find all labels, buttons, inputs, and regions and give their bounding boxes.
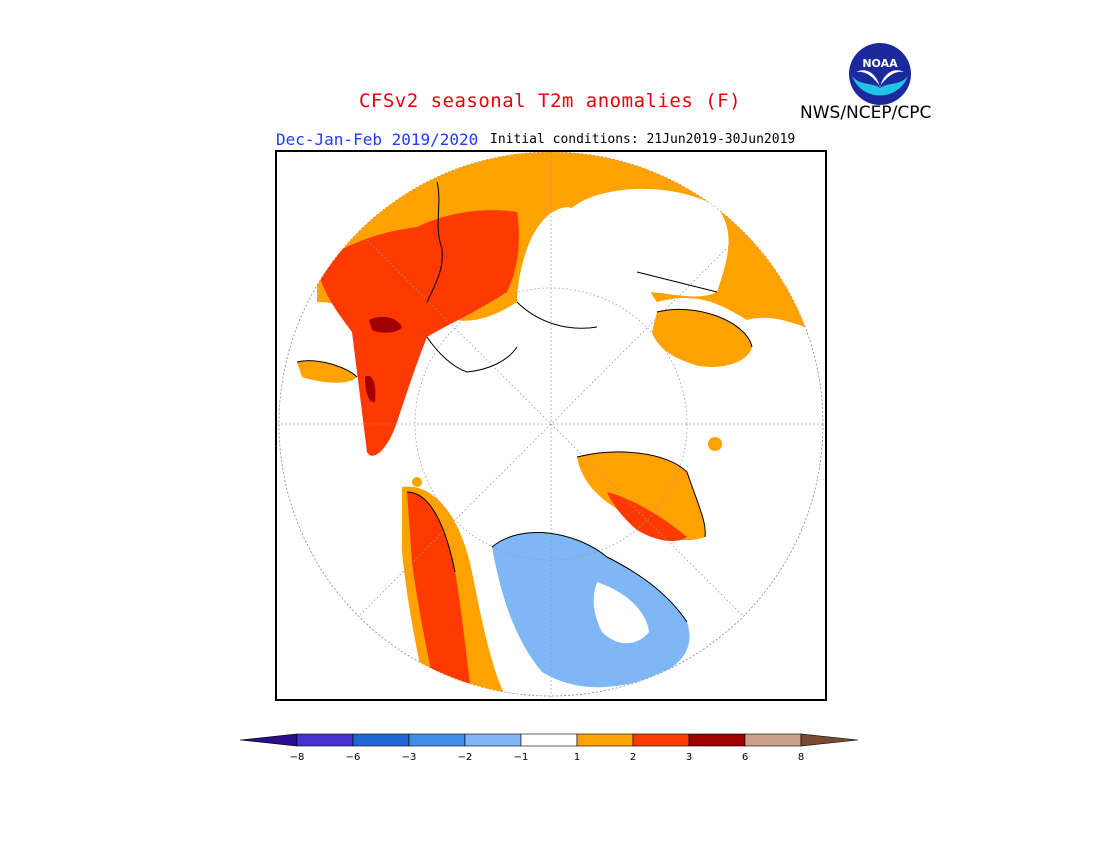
- colorbar-bin: [576, 733, 634, 747]
- anomaly-region-neutral-siberia: [562, 188, 729, 297]
- anomaly-region-darkred-europe: [369, 316, 402, 333]
- colorbar-bin: [352, 733, 410, 747]
- colorbar-bin: [464, 733, 522, 747]
- map-frame: [275, 150, 827, 701]
- anomaly-region-neutral-hudson: [593, 582, 649, 644]
- colorbar-bin: [520, 733, 578, 747]
- colorbar-tick-label: 2: [630, 752, 636, 763]
- colorbar: −8 −6 −3 −2 −1 1 2 3 6 8: [239, 733, 859, 763]
- colorbar-tick-label: −2: [458, 752, 473, 763]
- map-title: CFSv2 seasonal T2m anomalies (F): [358, 90, 742, 112]
- season-label: Dec-Jan-Feb 2019/2020: [276, 130, 479, 149]
- colorbar-tick-label: 8: [798, 752, 804, 763]
- colorbar-bin: [744, 733, 802, 747]
- colorbar-bin: [408, 733, 466, 747]
- anomaly-region-darkred-scandinavia: [365, 375, 376, 403]
- colorbar-tick-label: 1: [574, 752, 580, 763]
- anomaly-region-orange-atlantic: [297, 360, 357, 383]
- coastlines: [296, 181, 753, 623]
- colorbar-bin: [632, 733, 690, 747]
- colorbar-tick-label: 3: [686, 752, 692, 763]
- colorbar-bin-right-arrow: [800, 733, 859, 747]
- anomaly-region-blue-canada: [492, 532, 690, 688]
- anomaly-spot-orange: [412, 477, 422, 487]
- polar-map: [277, 152, 825, 699]
- colorbar-tick-label: −8: [290, 752, 305, 763]
- anomaly-region-red-greenland: [607, 492, 687, 542]
- colorbar-bin: [296, 733, 354, 747]
- colorbar-tick-label: −1: [514, 752, 529, 763]
- noaa-logo-icon: NOAA: [849, 43, 911, 105]
- anomaly-region-orange-eastasia: [652, 309, 752, 367]
- initial-conditions-label: Initial conditions: 21Jun2019-30Jun2019: [490, 132, 796, 147]
- anomaly-spot-orange: [708, 437, 722, 451]
- agency-label: NWS/NCEP/CPC: [800, 103, 932, 123]
- colorbar-tick-label: 6: [742, 752, 748, 763]
- anomaly-region-orange-greenland: [577, 452, 706, 541]
- colorbar-tick-label: −3: [402, 752, 417, 763]
- anomaly-region-red-westcoast: [407, 492, 472, 696]
- colorbar-bin-left-arrow: [239, 733, 298, 747]
- colorbar-bin: [688, 733, 746, 747]
- graticule: [277, 152, 825, 699]
- colorbar-tick-label: −6: [346, 752, 361, 763]
- logo-text: NOAA: [862, 57, 898, 70]
